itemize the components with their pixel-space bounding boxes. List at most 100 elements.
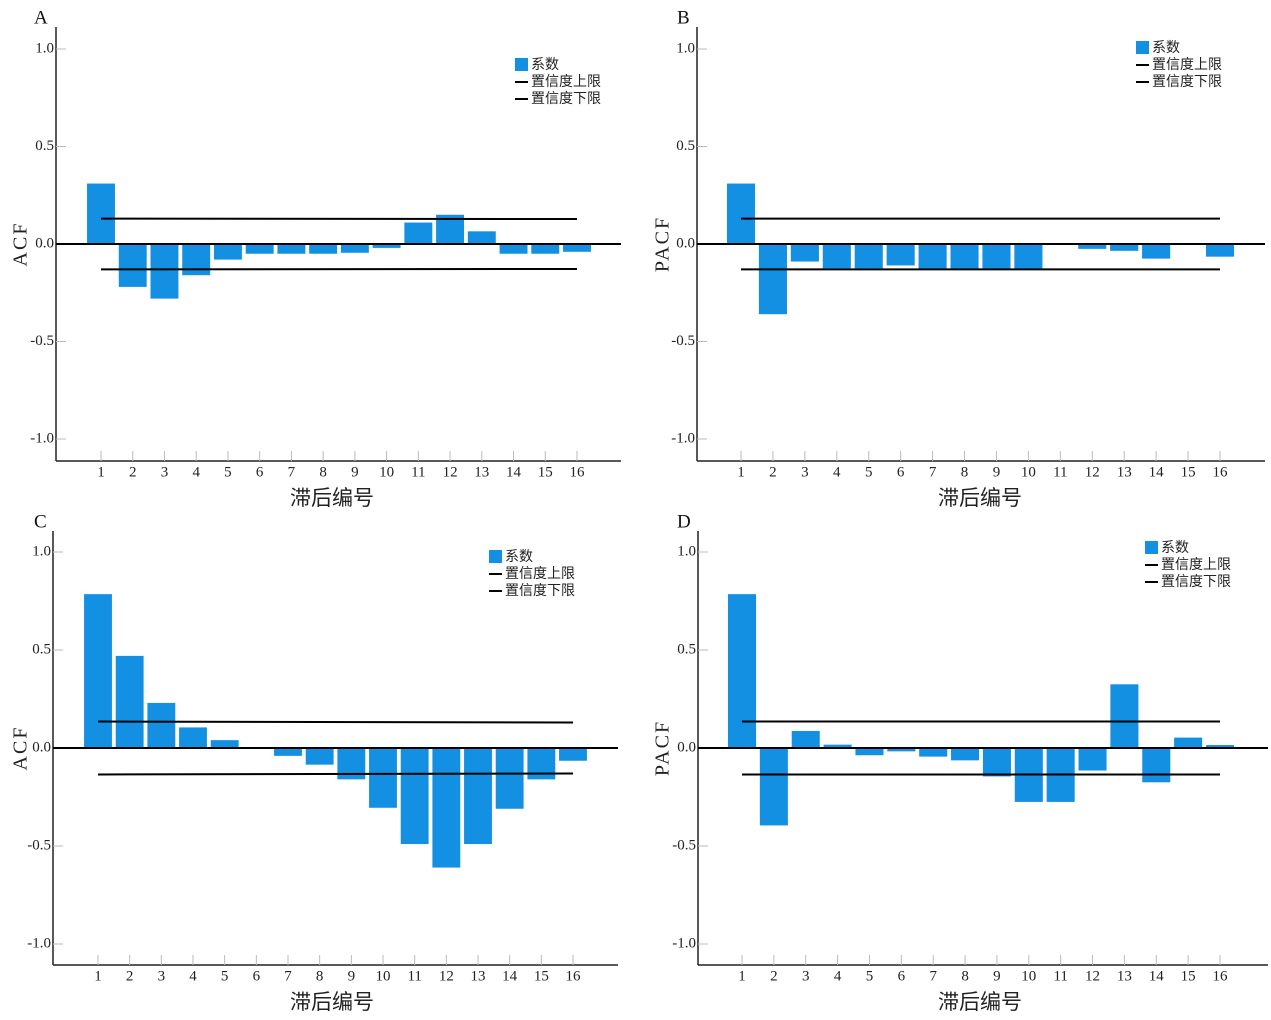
x-tick-label: 7 — [929, 464, 937, 480]
x-tick-label: 13 — [474, 464, 489, 480]
y-tick-label: 1.0 — [676, 40, 695, 56]
bar-lag-9 — [982, 244, 1011, 270]
x-tick-label: 5 — [221, 968, 229, 984]
bar-lag-13 — [467, 231, 496, 244]
y-tick-label: 1.0 — [32, 543, 51, 559]
bar-lag-14 — [1142, 244, 1171, 259]
y-tick-label: 0.5 — [677, 641, 696, 657]
bar-lag-10 — [372, 244, 401, 248]
bar-lag-14 — [495, 748, 524, 809]
x-tick-label: 3 — [802, 968, 810, 984]
bar-lag-11 — [400, 748, 429, 845]
x-tick-label: 7 — [284, 968, 292, 984]
bar-lag-11 — [404, 222, 433, 244]
bar-lag-15 — [527, 748, 556, 780]
y-tick-label: 0.5 — [35, 138, 54, 154]
bar-lag-3 — [150, 244, 179, 299]
x-tick-label: 10 — [1021, 464, 1036, 480]
x-tick-label: 11 — [1053, 464, 1067, 480]
legend-label-lower: 置信度下限 — [1161, 574, 1231, 590]
bar-lag-4 — [179, 727, 207, 748]
legend-label-upper: 置信度上限 — [1161, 557, 1231, 573]
x-tick-label: 1 — [737, 464, 745, 480]
x-tick-label: 12 — [1085, 464, 1100, 480]
bar-lag-1 — [84, 594, 112, 748]
x-tick-label: 3 — [158, 968, 166, 984]
bar-lag-8 — [305, 748, 334, 765]
x-tick-label: 4 — [192, 464, 200, 480]
legend-label-coefficient: 系数 — [1161, 540, 1189, 556]
bar-lag-5 — [213, 244, 242, 260]
x-tick-label: 15 — [1181, 464, 1196, 480]
x-axis-title: 滞后编号 — [290, 990, 374, 1014]
bar-lag-15 — [531, 244, 560, 254]
x-tick-label: 14 — [1149, 968, 1165, 984]
x-tick-label: 7 — [929, 968, 937, 984]
panel-label: C — [34, 511, 47, 532]
bar-lag-6 — [245, 244, 274, 254]
x-tick-label: 8 — [961, 464, 969, 480]
confidence-lower-line — [97, 772, 574, 776]
bar-lag-16 — [1205, 745, 1235, 748]
bar-lag-12 — [1078, 748, 1107, 771]
bar-lag-9 — [340, 244, 369, 253]
y-tick-label: 0.5 — [32, 641, 51, 657]
legend-swatch-coefficient — [1145, 541, 1158, 554]
y-tick-label: -1.0 — [30, 430, 54, 446]
x-tick-label: 6 — [898, 968, 906, 984]
legend-label-upper: 置信度上限 — [1152, 57, 1222, 73]
x-tick-label: 16 — [570, 464, 586, 480]
x-tick-label: 14 — [1149, 464, 1165, 480]
bar-lag-5 — [855, 748, 884, 756]
x-tick-label: 12 — [443, 464, 458, 480]
x-tick-label: 13 — [1117, 968, 1132, 984]
bar-lag-8 — [951, 748, 980, 761]
x-tick-label: 10 — [376, 968, 391, 984]
y-tick-label: 0.0 — [676, 235, 695, 251]
y-tick-label: 0.5 — [676, 138, 695, 154]
bar-lag-16 — [563, 244, 591, 252]
bar-lag-13 — [464, 748, 492, 845]
legend-label-lower: 置信度下限 — [531, 91, 601, 107]
bar-lag-15 — [1174, 737, 1203, 748]
y-tick-label: -0.5 — [671, 333, 695, 349]
bar-lag-3 — [791, 730, 820, 748]
x-tick-label: 3 — [801, 464, 809, 480]
bar-lag-16 — [1205, 244, 1235, 257]
x-tick-label: 15 — [1181, 968, 1196, 984]
x-tick-label: 1 — [97, 464, 105, 480]
x-tick-label: 9 — [348, 968, 356, 984]
bar-lag-5 — [210, 740, 239, 748]
x-tick-label: 9 — [993, 968, 1001, 984]
bar-lag-1 — [87, 183, 115, 244]
x-tick-label: 2 — [770, 968, 778, 984]
x-tick-label: 1 — [94, 968, 102, 984]
bar-lag-4 — [182, 244, 211, 276]
x-axis-title: 滞后编号 — [938, 990, 1022, 1014]
x-axis-title: 滞后编号 — [938, 486, 1022, 510]
y-axis-title: PACF — [652, 216, 674, 272]
x-tick-label: 9 — [993, 464, 1001, 480]
x-tick-label: 13 — [471, 968, 486, 984]
legend-label-coefficient: 系数 — [531, 57, 559, 73]
y-tick-label: -1.0 — [27, 935, 51, 951]
x-tick-label: 5 — [865, 464, 873, 480]
legend-label-coefficient: 系数 — [505, 549, 533, 565]
bar-lag-12 — [1078, 244, 1107, 249]
bar-lag-7 — [277, 244, 306, 254]
bar-lag-2 — [115, 655, 144, 748]
y-tick-label: -0.5 — [27, 837, 51, 853]
bar-lag-8 — [950, 244, 979, 270]
x-tick-label: 10 — [1021, 968, 1036, 984]
bar-lag-7 — [918, 244, 947, 270]
x-tick-label: 14 — [502, 968, 518, 984]
x-tick-label: 11 — [411, 464, 425, 480]
confidence-upper-line — [97, 720, 574, 724]
bar-lag-13 — [1110, 244, 1139, 251]
x-tick-label: 9 — [351, 464, 359, 480]
